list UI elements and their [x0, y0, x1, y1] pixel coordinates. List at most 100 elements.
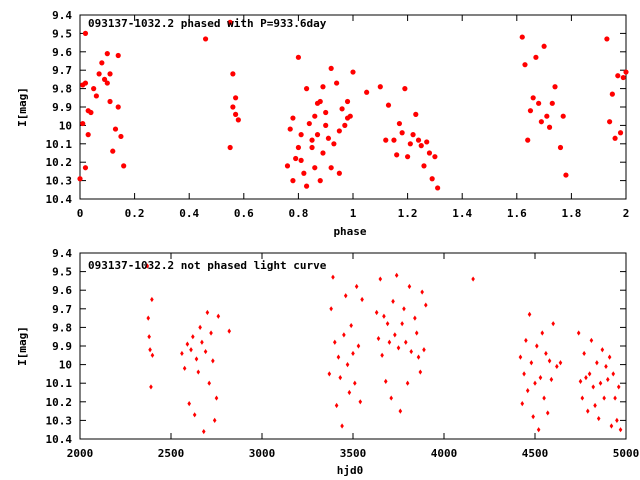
data-point	[121, 163, 127, 169]
x-tick-label: 0.4	[179, 207, 199, 220]
data-point	[295, 54, 301, 60]
y-tick-label: 10.1	[46, 138, 73, 151]
data-point	[576, 330, 581, 336]
data-point	[522, 371, 526, 377]
data-point	[415, 137, 422, 143]
data-point	[538, 119, 544, 125]
data-point	[214, 395, 219, 401]
data-point	[598, 380, 603, 386]
data-point	[347, 113, 353, 119]
y-tick-labels: 9.4 9.5 9.6 9.7 9.8 9.9 10 10.1 10.2 10.3 10.4	[46, 9, 73, 206]
data-point	[380, 352, 384, 358]
data-point	[336, 170, 342, 176]
x-tick-label: 1.6	[507, 207, 527, 220]
y-tick-label: 9.6	[52, 46, 72, 59]
data-point	[409, 348, 414, 355]
data-point	[340, 423, 344, 429]
data-point	[527, 311, 532, 317]
plot-frame	[79, 14, 627, 200]
data-point	[110, 148, 116, 154]
data-point	[235, 117, 241, 123]
data-point	[522, 62, 528, 68]
data-point	[418, 143, 424, 149]
data-points	[145, 263, 623, 435]
y-tick-label: 9.4	[52, 247, 72, 260]
y-tick-label: 10.3	[46, 175, 73, 188]
data-point	[334, 80, 340, 86]
y-tick-label: 10	[59, 119, 72, 132]
data-point	[520, 401, 525, 407]
data-point	[329, 306, 333, 312]
data-point	[529, 360, 534, 366]
y-tick-label: 10.4	[46, 193, 73, 206]
x-tick-label: 1.4	[452, 207, 472, 220]
data-point	[418, 369, 423, 375]
x-tick-label: 2000	[67, 447, 94, 460]
data-point	[555, 363, 559, 370]
data-point	[374, 309, 379, 316]
data-point	[613, 395, 617, 401]
data-point	[544, 350, 548, 357]
data-point	[612, 135, 618, 141]
data-point	[338, 375, 343, 381]
data-point	[194, 356, 199, 362]
data-point	[323, 122, 329, 128]
tick-marks	[79, 252, 627, 440]
data-point	[611, 371, 616, 377]
data-point	[596, 415, 601, 422]
data-point	[525, 388, 530, 394]
data-point	[394, 152, 400, 158]
data-point	[312, 113, 318, 119]
data-point	[82, 30, 89, 36]
data-point	[396, 345, 401, 351]
y-tick-label: 9.7	[52, 64, 72, 77]
y-tick-label: 10.2	[46, 396, 73, 409]
data-point	[399, 130, 405, 136]
data-point	[410, 132, 416, 138]
data-point	[560, 113, 566, 119]
data-point	[591, 384, 596, 390]
data-point	[149, 384, 153, 390]
data-point	[527, 108, 534, 114]
data-point	[413, 315, 417, 321]
data-point	[545, 410, 550, 416]
data-point	[394, 272, 399, 278]
data-point	[421, 163, 427, 169]
data-point	[360, 296, 364, 303]
data-point	[424, 302, 428, 308]
data-point	[385, 321, 390, 327]
data-point	[530, 95, 536, 101]
data-point	[609, 91, 615, 97]
tick-marks	[79, 14, 627, 200]
data-point	[298, 157, 304, 163]
data-point	[618, 427, 623, 433]
data-point	[563, 172, 569, 178]
chart-title: 093137-1032.2 phased with P=933.6day	[88, 17, 327, 30]
data-point	[546, 124, 553, 130]
data-point	[531, 414, 535, 420]
data-point	[314, 132, 321, 138]
data-point	[420, 289, 424, 295]
x-tick-label: 1.8	[561, 207, 581, 220]
data-point	[327, 371, 332, 377]
data-point	[328, 65, 334, 71]
y-tick-label: 10.4	[46, 433, 73, 446]
data-point	[82, 165, 89, 171]
x-tick-label: 5000	[613, 447, 640, 460]
data-point	[336, 128, 342, 134]
data-point	[354, 283, 359, 290]
data-point	[148, 347, 152, 353]
data-point	[196, 369, 201, 375]
data-point	[518, 354, 523, 360]
data-point	[549, 100, 555, 106]
data-point	[416, 354, 421, 360]
data-point	[584, 375, 588, 381]
data-point	[351, 350, 355, 357]
data-point	[533, 380, 537, 386]
data-point	[536, 427, 541, 433]
data-point	[200, 339, 204, 345]
data-point	[320, 150, 326, 156]
data-point	[191, 334, 195, 340]
data-point	[295, 144, 301, 151]
data-point	[77, 176, 83, 182]
